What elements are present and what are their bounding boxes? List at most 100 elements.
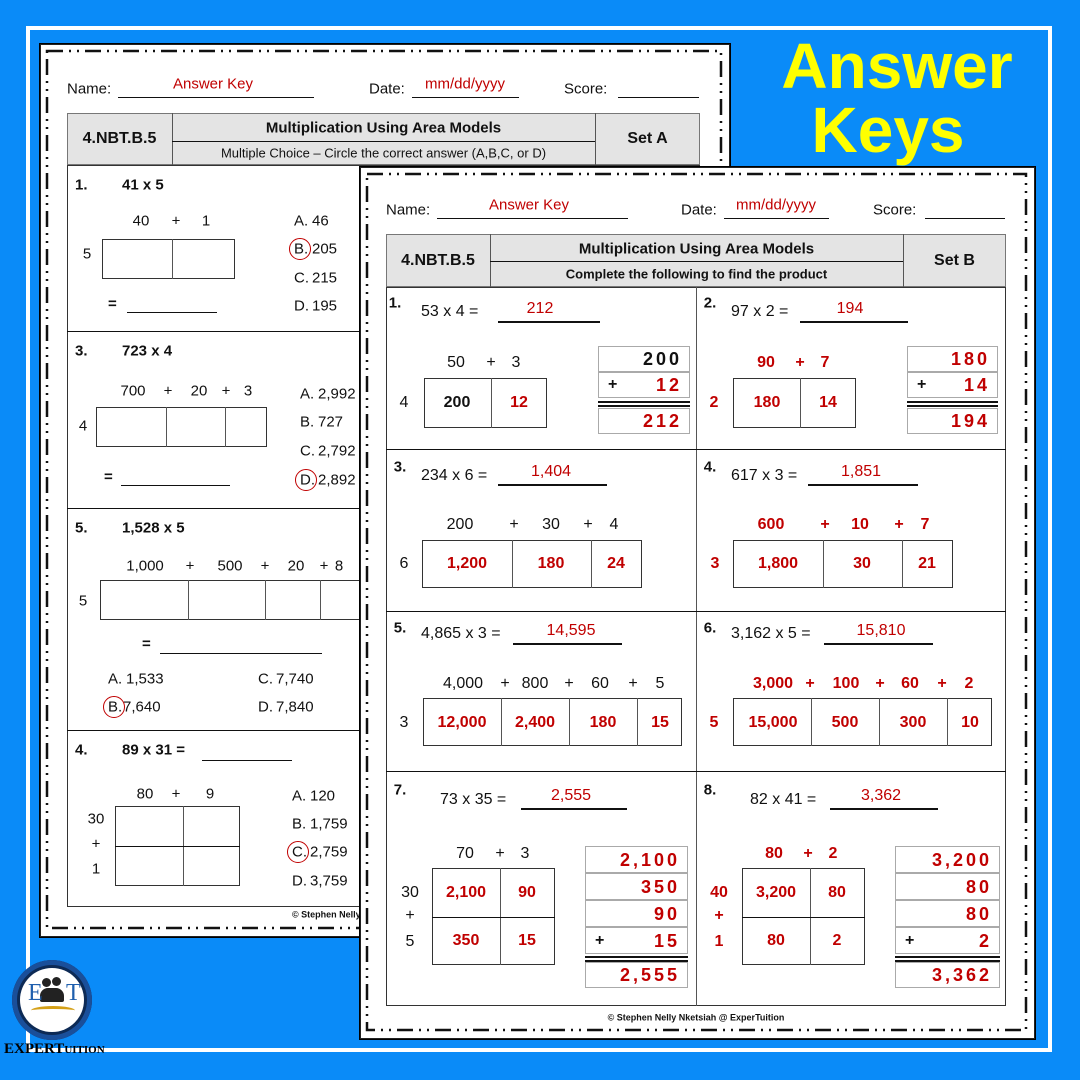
partial-product: 80: [767, 932, 785, 949]
date-label: Date:: [369, 80, 405, 98]
option-value: 7,640: [123, 698, 161, 716]
area-model-factor: 40: [710, 884, 728, 901]
header-table: [386, 234, 1006, 287]
answer-line: [521, 808, 627, 810]
problem-text: 41 x 5: [122, 176, 164, 194]
area-model-box: [422, 540, 642, 588]
sum-cell: [598, 408, 690, 434]
area-model-part: 4: [609, 516, 619, 533]
logo-letter-t: T: [66, 980, 81, 1006]
standard-code: 4.NBT.B.5: [401, 251, 475, 269]
area-model-divider: [742, 917, 865, 918]
question-number: 7.: [393, 781, 407, 799]
sum-double-line: [585, 960, 688, 962]
product-answer: 212: [526, 300, 554, 317]
option-letter: A.: [300, 385, 315, 403]
option-value: 195: [312, 297, 338, 315]
logo-wordmark: EXPERTUITION: [4, 1040, 105, 1058]
area-model-factor: 2: [709, 394, 719, 411]
area-model-part: +: [894, 516, 904, 533]
sum-cell: [585, 962, 688, 988]
partial-product: 12,000: [437, 714, 487, 731]
partial-product: 10: [961, 714, 979, 731]
addend-value: 180: [950, 349, 990, 369]
option-value: 1,533: [126, 670, 164, 688]
partial-product: 500: [831, 714, 859, 731]
option-letter: D.: [292, 872, 307, 890]
answer-line: [824, 643, 933, 645]
divider-line: [947, 698, 948, 746]
addend-value: 80: [965, 876, 992, 897]
problem-text: 617 x 3 =: [731, 467, 798, 484]
area-model-part: +: [583, 516, 593, 533]
equals-sign: =: [108, 295, 117, 313]
option-letter: A.: [108, 670, 123, 688]
problem-text: 3,162 x 5 =: [731, 625, 811, 642]
partial-product: 300: [899, 714, 927, 731]
area-model-part: +: [163, 382, 173, 400]
sum-double-line: [907, 401, 998, 403]
area-model-box: [96, 407, 267, 447]
worksheet-instructions: Complete the following to find the produ…: [565, 266, 828, 282]
addend-cell: [598, 346, 690, 372]
area-model-factor: +: [405, 907, 415, 924]
area-model-part: 800: [521, 675, 549, 692]
area-model-divider: [432, 917, 555, 918]
area-model-box: [733, 378, 856, 428]
divider-line: [188, 580, 189, 620]
plus-sign: +: [905, 931, 915, 949]
name-value: Answer Key: [172, 75, 254, 93]
area-model-part: 2: [964, 675, 974, 692]
addend-cell: [598, 372, 690, 398]
area-model-part: 80: [136, 785, 154, 803]
problem-text: 234 x 6 =: [421, 467, 488, 484]
addend-cell: [895, 900, 1000, 927]
divider-line: [800, 378, 801, 428]
correct-answer-circle: [103, 696, 125, 718]
option-letter: B.: [292, 815, 307, 833]
area-model-part: +: [500, 675, 510, 692]
logo-wordmark-main: EXPERT: [4, 1041, 65, 1057]
score-label: Score:: [564, 80, 608, 98]
area-model-part: 3,000: [752, 675, 794, 692]
sum-double-line: [895, 956, 1000, 958]
area-model-factor: 6: [399, 555, 409, 572]
divider-line: [490, 234, 491, 287]
option-value: 2,792: [318, 442, 356, 460]
area-model-part: +: [803, 845, 813, 862]
header-divider: [490, 261, 903, 262]
area-model-part: +: [185, 557, 195, 575]
option-letter: C.: [294, 269, 309, 287]
name-line: [118, 97, 314, 98]
question-number: 5.: [75, 519, 88, 537]
option-value: 2,992: [318, 385, 356, 403]
area-model-part: 50: [447, 354, 465, 371]
divider-line: [591, 540, 592, 588]
area-model-part: +: [260, 557, 270, 575]
sum-double-line: [598, 401, 690, 403]
addend-cell: [907, 346, 998, 372]
partial-product: 30: [853, 555, 871, 572]
area-model-factor: 5: [78, 592, 88, 610]
area-model-part: 5: [655, 675, 665, 692]
partial-product: 12: [510, 394, 528, 411]
addend-value: 350: [640, 876, 680, 897]
question-number: 3.: [393, 458, 407, 476]
area-model-part: +: [171, 212, 181, 230]
divider-line: [595, 113, 596, 165]
area-model-factor: 5: [709, 714, 719, 731]
area-model-part: +: [820, 516, 830, 533]
addend-value: 15: [653, 930, 680, 951]
worksheet-title: Multiplication Using Area Models: [265, 119, 502, 137]
area-model-box: [742, 868, 865, 965]
area-model-box: [102, 239, 235, 279]
divider-line: [225, 407, 226, 447]
area-model-part: +: [171, 785, 181, 803]
sum-cell: [895, 962, 1000, 988]
white-frame: [26, 26, 1052, 1052]
addend-value: 2: [978, 930, 992, 951]
banner-title-line2: Keys: [811, 94, 965, 166]
partial-product: 15: [518, 932, 536, 949]
product-answer: 14,595: [546, 622, 596, 639]
area-model-part: 90: [757, 354, 775, 371]
